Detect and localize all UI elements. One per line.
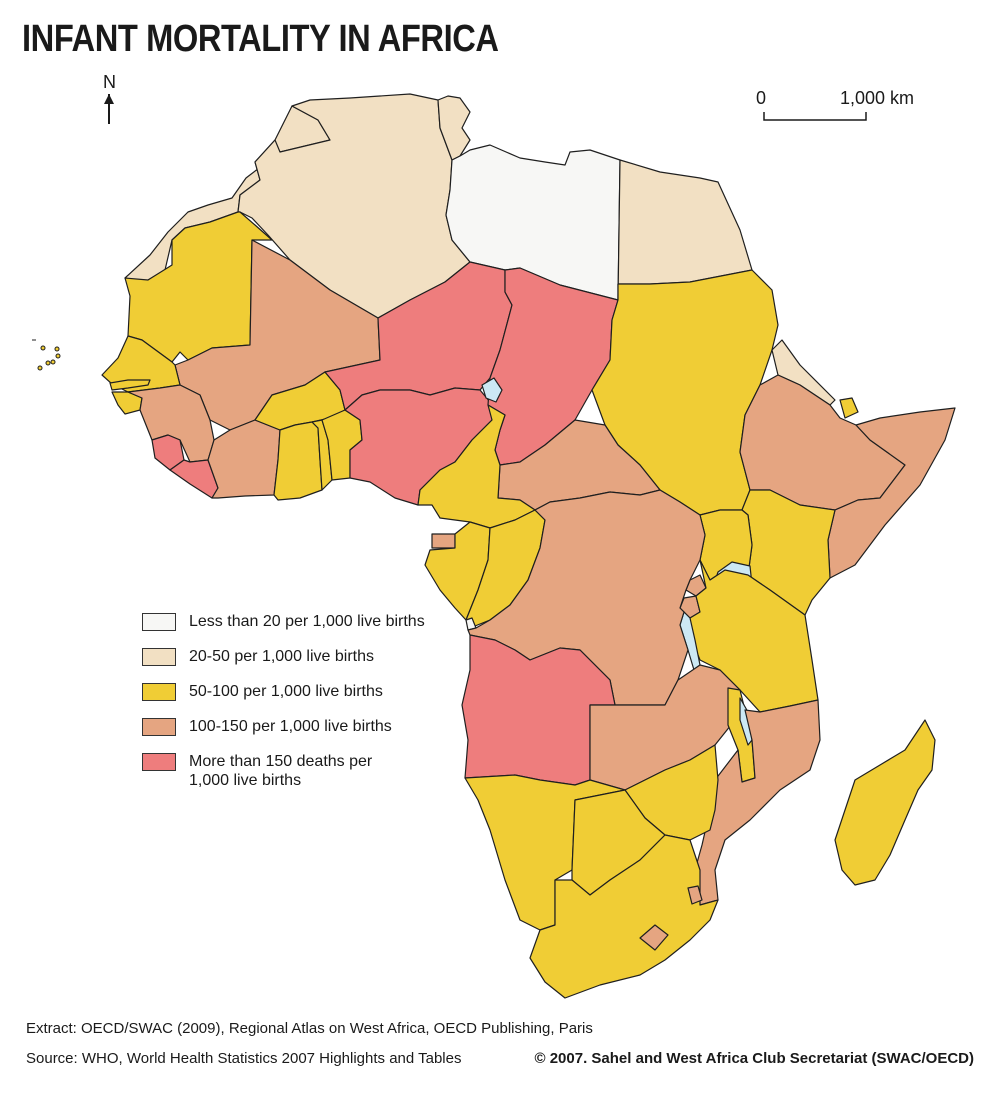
scale-end-label: 1,000 km xyxy=(840,88,914,108)
legend-item-100-150: 100-150 per 1,000 live births xyxy=(142,717,462,736)
legend-item-gt150: More than 150 deaths per 1,000 live birt… xyxy=(142,752,462,790)
region-cote-divoire xyxy=(207,419,281,499)
north-arrow: N xyxy=(103,72,116,124)
scale-bar: 0 1,000 km xyxy=(756,88,914,121)
region-namibia xyxy=(464,774,626,931)
legend-item-20-50: 20-50 per 1,000 live births xyxy=(142,647,462,666)
north-arrow-label: N xyxy=(103,72,116,92)
legend-label: Less than 20 per 1,000 live births xyxy=(189,613,425,630)
legend-swatch xyxy=(142,718,176,736)
footer-credit: © 2007. Sahel and West Africa Club Secre… xyxy=(534,1050,974,1067)
legend-label: 50-100 per 1,000 live births xyxy=(189,683,383,700)
legend-item-lt20: Less than 20 per 1,000 live births xyxy=(142,612,462,631)
region-senegal xyxy=(101,335,181,393)
legend-label: More than 150 deaths per 1,000 live birt… xyxy=(189,753,373,789)
region-djibouti xyxy=(839,397,859,419)
legend-item-50-100: 50-100 per 1,000 live births xyxy=(142,682,462,701)
cape-verde-islands xyxy=(32,339,61,371)
footer-source: Source: WHO, World Health Statistics 200… xyxy=(26,1050,462,1067)
footer-extract: Extract: OECD/SWAC (2009), Regional Atla… xyxy=(26,1020,593,1037)
legend-label: 100-150 per 1,000 live births xyxy=(189,718,392,735)
region-south-africa xyxy=(529,834,719,999)
scale-start-label: 0 xyxy=(756,88,766,108)
map-title: INFANT MORTALITY IN AFRICA xyxy=(22,18,499,60)
lake-chad xyxy=(481,377,503,403)
region-equatorial-guinea xyxy=(431,533,456,549)
legend-swatch xyxy=(142,753,176,771)
legend-label: 20-50 per 1,000 live births xyxy=(189,648,374,665)
legend-swatch xyxy=(142,683,176,701)
region-tunisia xyxy=(437,95,471,161)
region-ghana xyxy=(273,421,323,501)
countries xyxy=(101,93,956,999)
region-swaziland xyxy=(687,885,703,905)
region-madagascar xyxy=(834,719,936,886)
region-somalia xyxy=(827,407,956,579)
legend: Less than 20 per 1,000 live births 20-50… xyxy=(142,612,462,805)
region-gambia xyxy=(109,379,151,391)
legend-swatch xyxy=(142,613,176,631)
legend-swatch xyxy=(142,648,176,666)
region-lesotho xyxy=(639,924,669,951)
